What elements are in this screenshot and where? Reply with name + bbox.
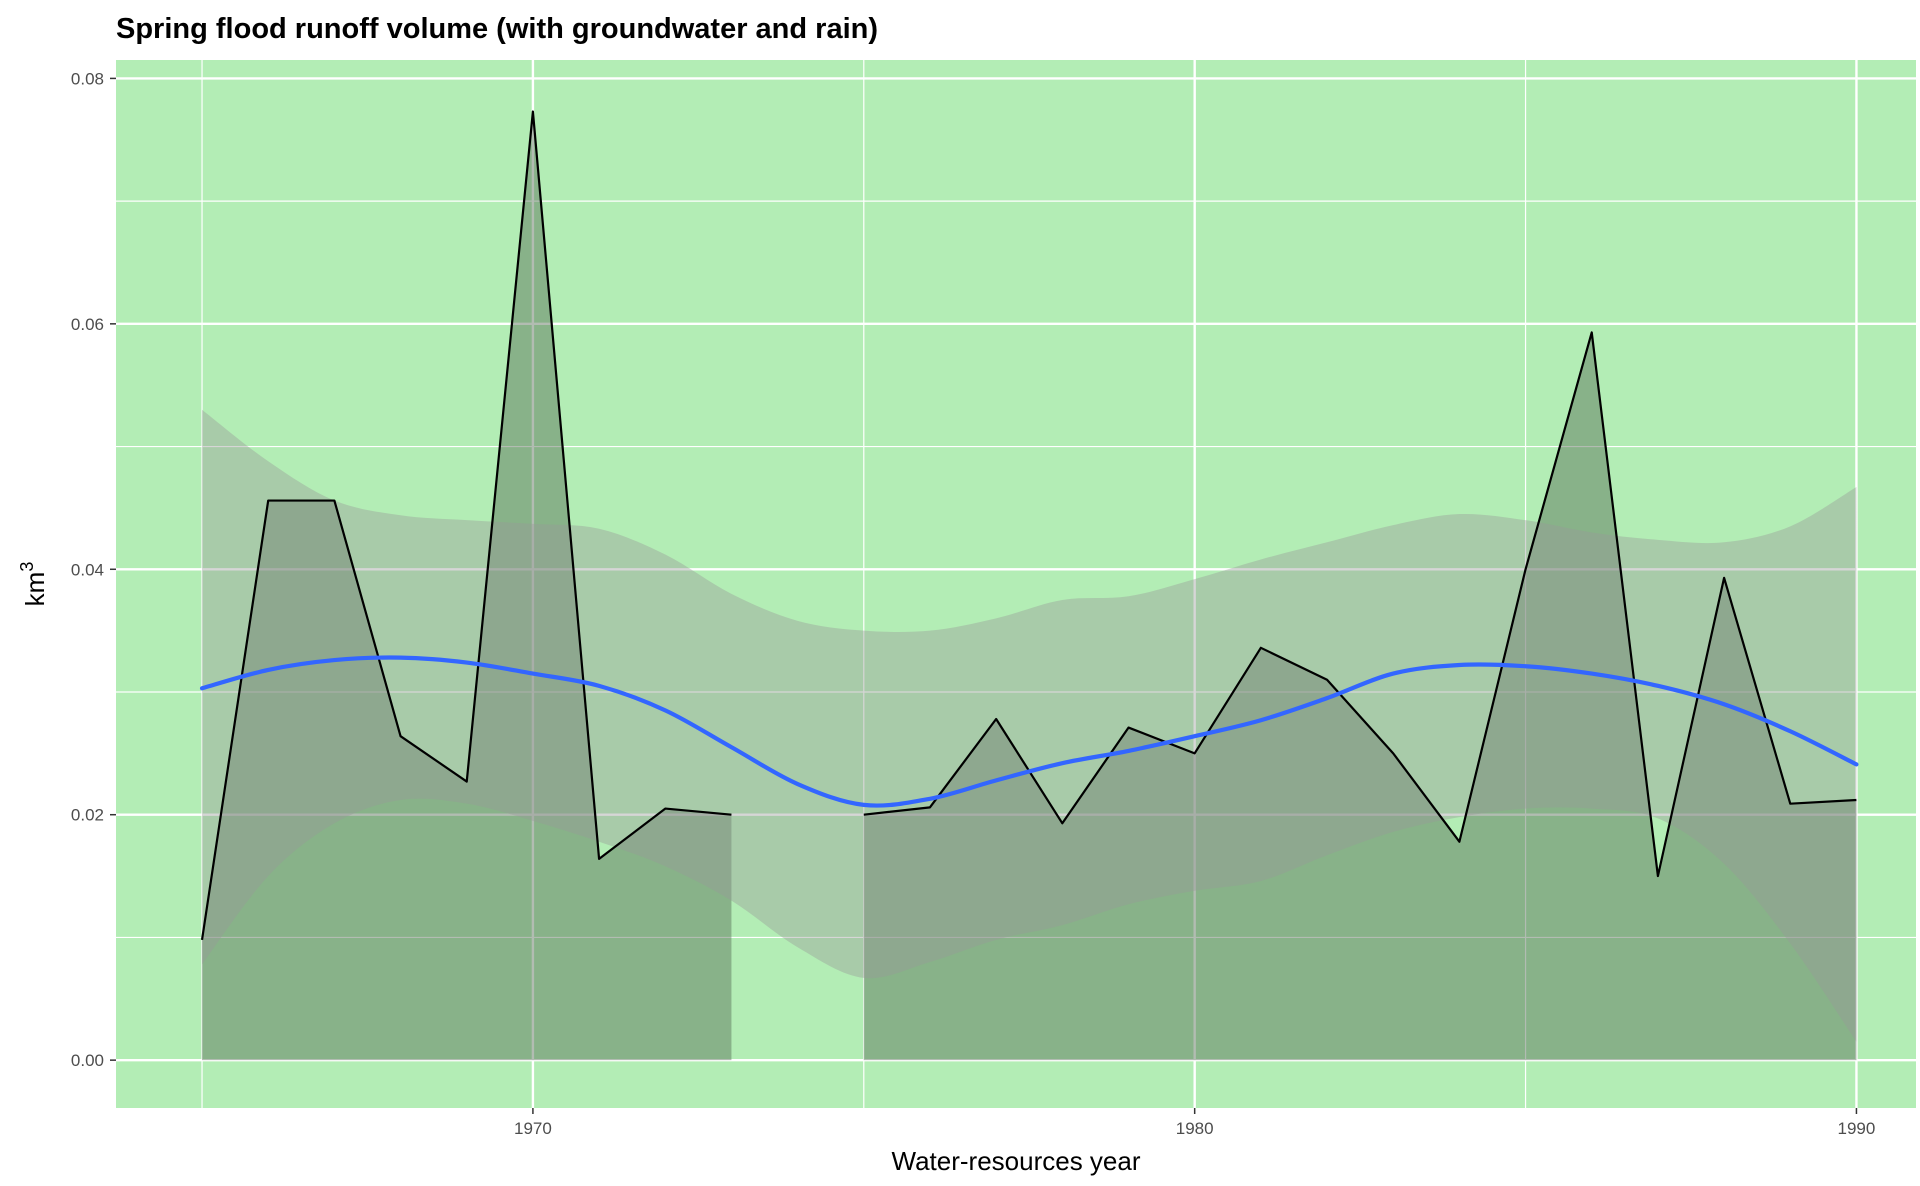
y-axis-label: km3 [17, 562, 50, 607]
confidence-band [202, 409, 1857, 1042]
observed-areas [202, 111, 1857, 1061]
y-tick-label: 0.00 [71, 1051, 104, 1070]
y-tick-label: 0.02 [71, 806, 104, 825]
x-tick-label: 1980 [1176, 1119, 1214, 1138]
y-tick-label: 0.06 [71, 315, 104, 334]
confidence-band-area [202, 409, 1857, 1042]
plot-panel [116, 60, 1916, 1108]
observed-area-1 [202, 111, 732, 1061]
observed-line-1 [200, 110, 732, 941]
chart-title: Spring flood runoff volume (with groundw… [116, 13, 878, 45]
x-tick-label: 1990 [1838, 1119, 1876, 1138]
y-tick-label: 0.04 [71, 560, 104, 579]
x-axis: 1970 1980 1990 [514, 1108, 1875, 1138]
y-axis-label-text: km [20, 572, 50, 607]
x-tick-label: 1970 [514, 1119, 552, 1138]
x-axis-label-text: Water-resources year [892, 1146, 1141, 1176]
y-axis-label-superscript: 3 [17, 562, 37, 572]
x-axis-label: Water-resources year [892, 1146, 1141, 1176]
y-tick-label: 0.08 [71, 69, 104, 88]
observed-area-2 [863, 332, 1857, 1061]
grid-minor [116, 60, 1916, 1108]
y-axis: 0.00 0.02 0.04 0.06 0.08 [71, 69, 116, 1070]
smooth-line [199, 655, 1859, 808]
grid-major [116, 60, 1916, 1108]
smooth-trend [199, 655, 1859, 808]
